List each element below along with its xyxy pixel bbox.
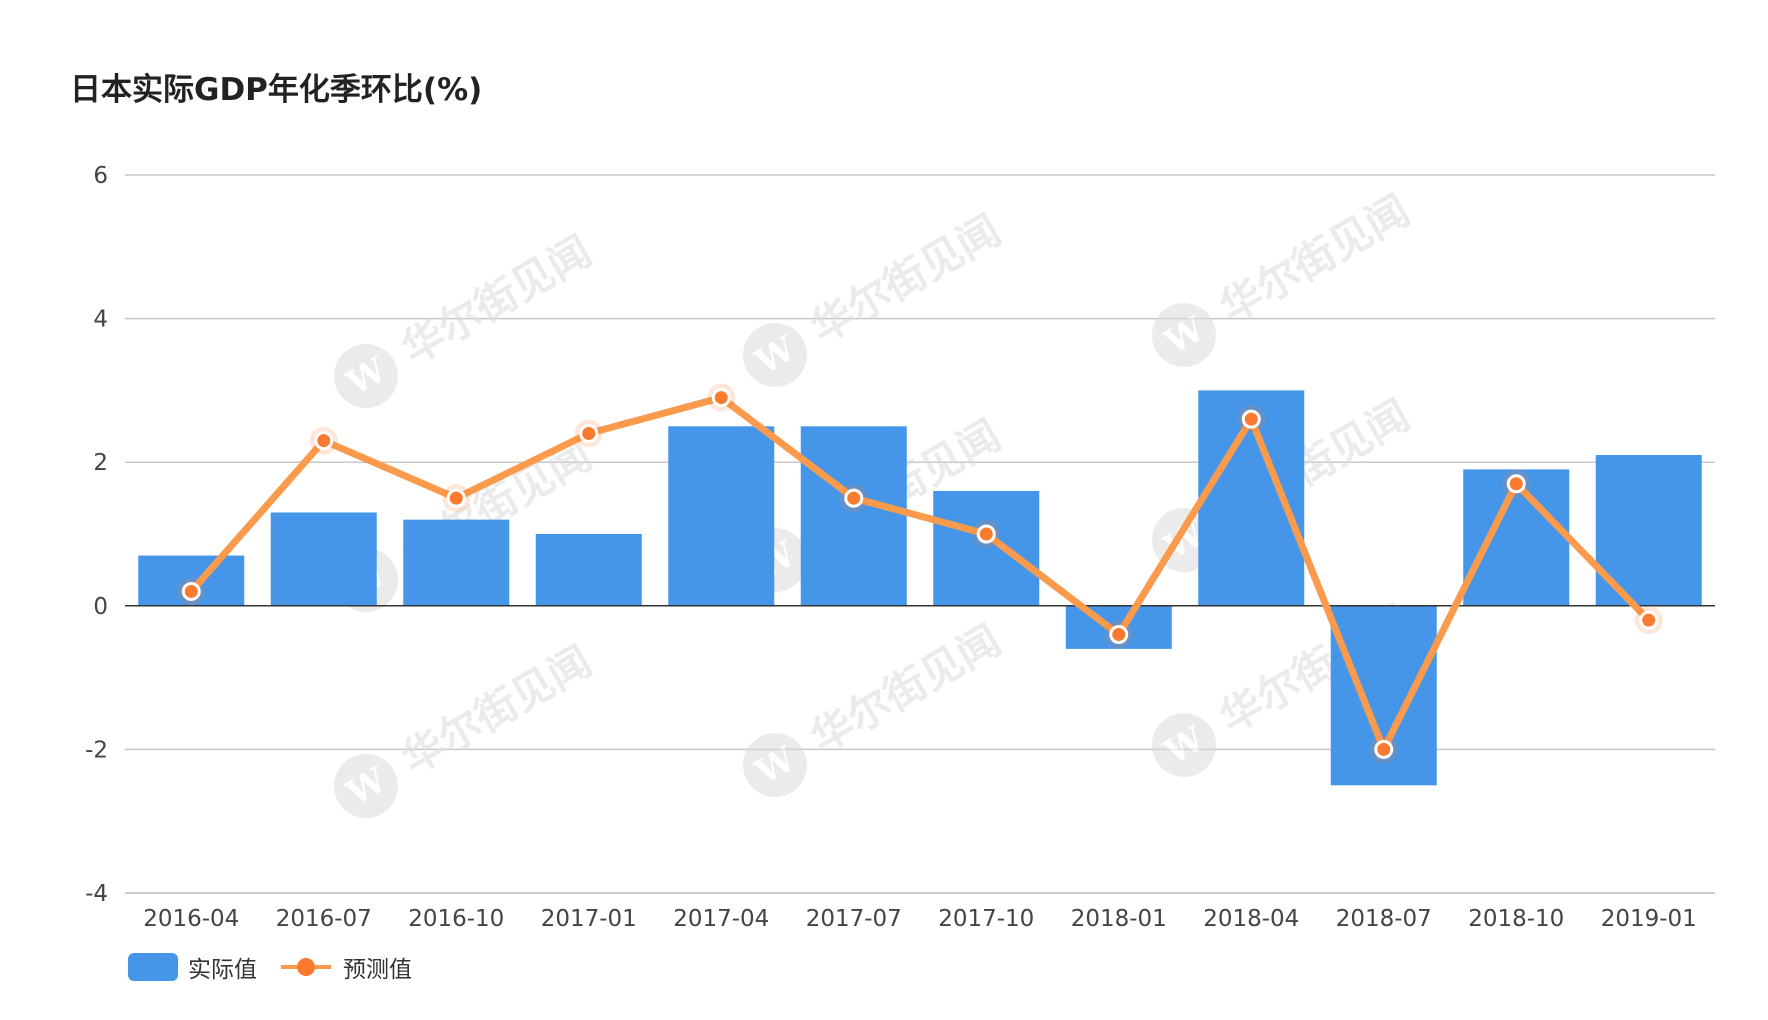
watermark-logo-icon — [743, 323, 807, 387]
bar — [933, 490, 1040, 606]
x-tick-label: 2016-10 — [408, 906, 504, 932]
forecast-point — [844, 488, 864, 508]
forecast-point — [446, 488, 466, 508]
forecast-point — [1639, 610, 1659, 630]
forecast-point — [1109, 625, 1129, 645]
watermark-logo-icon — [334, 754, 398, 818]
forecast-point — [181, 581, 201, 601]
bar — [403, 519, 510, 606]
bar — [668, 426, 775, 606]
x-tick-label: 2018-10 — [1468, 906, 1564, 932]
chart-title: 日本实际GDP年化季环比(%) — [70, 72, 483, 108]
x-tick-label: 2017-10 — [938, 906, 1034, 932]
forecast-point — [1374, 739, 1394, 759]
watermark-text: 华尔街见闻 — [802, 615, 1008, 762]
watermark-logo-icon — [1152, 303, 1216, 367]
legend-label-actual: 实际值 — [188, 957, 257, 983]
legend-item-forecast[interactable]: 预测值 — [279, 950, 412, 984]
watermark-text: 华尔街见闻 — [802, 205, 1008, 352]
bar — [270, 512, 377, 606]
legend-bar-swatch-icon — [128, 953, 178, 981]
legend: 实际值 预测值 — [128, 950, 412, 984]
x-tick-label: 2017-04 — [673, 906, 769, 932]
watermark-text: 华尔街见闻 — [393, 636, 599, 783]
y-tick-label: 2 — [93, 450, 108, 476]
y-tick-label: 0 — [93, 594, 108, 620]
watermark-logo-icon — [334, 344, 398, 408]
x-tick-label: 2018-07 — [1336, 906, 1432, 932]
x-tick-label: 2018-01 — [1071, 906, 1167, 932]
legend-label-forecast: 预测值 — [343, 957, 412, 983]
forecast-point — [1241, 409, 1261, 429]
x-tick-label: 2016-04 — [143, 906, 239, 932]
forecast-point — [314, 431, 334, 451]
x-tick-label: 2017-01 — [541, 906, 637, 932]
bar — [800, 426, 907, 606]
x-tick-label: 2016-07 — [276, 906, 372, 932]
watermark-logo-icon — [743, 733, 807, 797]
forecast-point — [1506, 474, 1526, 494]
watermark-logo-icon — [1152, 713, 1216, 777]
y-tick-label: 6 — [93, 163, 108, 189]
forecast-point — [976, 524, 996, 544]
bar — [535, 534, 642, 606]
forecast-point — [579, 423, 599, 443]
x-tick-label: 2017-07 — [806, 906, 902, 932]
x-tick-label: 2019-01 — [1601, 906, 1697, 932]
x-tick-label: 2018-04 — [1203, 906, 1299, 932]
watermark-text: 华尔街见闻 — [393, 226, 599, 373]
forecast-line — [187, 394, 1653, 753]
y-tick-label: -4 — [85, 881, 108, 907]
y-tick-label: -2 — [85, 737, 108, 763]
watermark-text: 华尔街见闻 — [1211, 185, 1417, 332]
forecast-point — [711, 388, 731, 408]
y-tick-label: 4 — [93, 307, 108, 333]
legend-item-actual[interactable]: 实际值 — [128, 950, 257, 984]
legend-line-swatch-icon — [281, 958, 331, 976]
